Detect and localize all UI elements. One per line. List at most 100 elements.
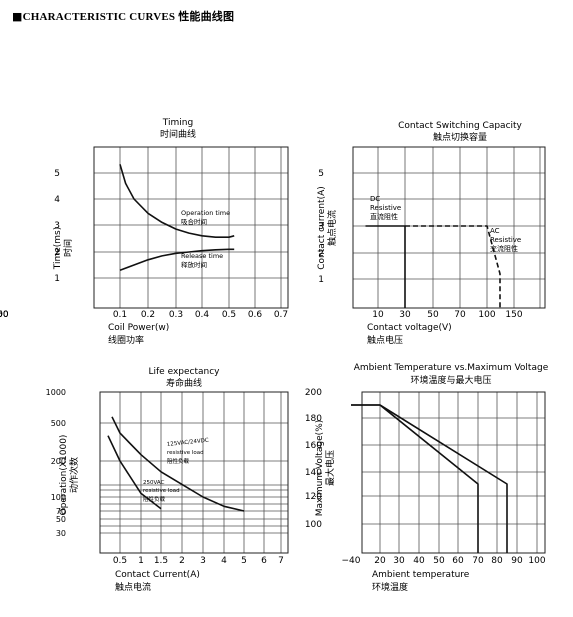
- switching-x-tick-label: 200: [0, 310, 9, 320]
- life-x-tick-label: 1: [138, 556, 144, 566]
- ambient-series-line: [351, 404, 508, 553]
- ambient-y-tick-label: 100: [305, 520, 322, 530]
- timing-series-label-cn: 吸合时间: [181, 217, 207, 226]
- life-y-tick-label: 1000: [46, 388, 66, 397]
- switching-subtitle: 触点切换容量: [433, 131, 487, 143]
- timing-series-label: Operation time: [181, 209, 230, 217]
- switching-series-label: AC: [490, 227, 500, 235]
- life-x-tick-label: 2: [179, 556, 185, 566]
- switching-y-tick-label: 2: [318, 249, 324, 259]
- timing-x-tick-label: 0.6: [248, 310, 263, 320]
- life-series-label: 250VAC: [143, 480, 165, 486]
- switching-y-tick-label: 3: [318, 222, 324, 232]
- ambient-x-axis-label: Ambient temperature: [372, 570, 470, 580]
- timing-y-axis-label: Time(ms): [53, 227, 63, 271]
- life-y-tick-label: 100: [51, 493, 66, 502]
- timing-plot-frame: [93, 146, 289, 309]
- timing-x-tick-label: 0.4: [195, 310, 210, 320]
- life-series-line: [107, 435, 162, 510]
- timing-y-axis-label-cn: 时间: [62, 239, 74, 257]
- timing-x-tick-label: 0.5: [222, 310, 236, 320]
- switching-y-axis-label: Contact current(A): [317, 186, 327, 270]
- switching-series-label: DC: [370, 195, 380, 203]
- ambient-x-tick-label: 20: [374, 556, 386, 566]
- ambient-x-tick-label: 40: [413, 556, 425, 566]
- life-y-tick-label: 50: [56, 515, 66, 524]
- ambient-y-tick-label: 160: [305, 441, 322, 451]
- switching-x-tick-label: 10: [372, 310, 384, 320]
- ambient-y-tick-label: 200: [305, 388, 322, 398]
- life-y-axis-label-cn: 动作次数: [68, 457, 80, 493]
- switching-series-label-2: Resistive: [370, 204, 401, 212]
- life-x-tick-label: 7: [278, 556, 284, 566]
- ambient-x-tick-label: 100: [528, 556, 545, 566]
- life-title: Life expectancy: [148, 367, 220, 377]
- timing-y-tick-label: 1: [54, 274, 60, 284]
- life-series-line: [111, 416, 245, 512]
- timing-series-line: [119, 164, 235, 238]
- life-series-label: 125VAC/24VDC: [167, 438, 210, 448]
- timing-series-label: Release time: [181, 252, 223, 260]
- life-x-tick-label: 4: [221, 556, 227, 566]
- life-x-tick-label: 3: [200, 556, 206, 566]
- switching-series-line: [405, 225, 501, 308]
- timing-series-label-cn: 释放时间: [181, 260, 207, 269]
- life-x-axis-label: Contact Current(A): [115, 570, 200, 580]
- switching-y-axis-label-cn: 触点电流: [326, 210, 338, 246]
- switching-x-tick-label: 30: [399, 310, 411, 320]
- switching-x-axis-label-cn: 触点电压: [367, 334, 403, 346]
- timing-y-tick-label: 4: [54, 195, 60, 205]
- life-series-label-cn: 阻性负载: [167, 457, 190, 465]
- life-plot-frame: [99, 391, 289, 554]
- chart-ambient: Ambient Temperature vs.Maximum Voltage环境…: [305, 363, 549, 593]
- ambient-y-axis-label: Maximum Voltage(%): [315, 420, 325, 517]
- timing-x-axis-label-cn: 线圈功率: [108, 334, 144, 346]
- ambient-x-axis-label-cn: 环境温度: [372, 581, 408, 593]
- ambient-x-tick-label: 90: [511, 556, 523, 566]
- life-y-tick-label: 30: [56, 529, 66, 538]
- life-x-tick-label: 0.5: [113, 556, 127, 566]
- switching-series-label-2: Resistive: [490, 236, 521, 244]
- ambient-x-tick-label: 50: [433, 556, 445, 566]
- switching-series-label-cn: 直流阻性: [370, 212, 398, 221]
- ambient-subtitle: 环境温度与最大电压: [410, 374, 491, 386]
- life-y-tick-label: 500: [51, 419, 66, 428]
- life-series-label-2: resistive load: [167, 450, 204, 456]
- timing-series-line: [119, 248, 235, 271]
- switching-x-tick-label: 250: [0, 310, 9, 320]
- timing-x-tick-label: 0.7: [274, 310, 288, 320]
- switching-x-tick-label: 100: [478, 310, 495, 320]
- ambient-x-tick-label: 30: [393, 556, 405, 566]
- timing-y-tick-label: 2: [54, 248, 60, 258]
- life-y-tick-label: 70: [56, 507, 66, 516]
- switching-x-axis-label: Contact voltage(V): [367, 323, 452, 333]
- switching-y-tick-label: 1: [318, 275, 324, 285]
- life-subtitle: 寿命曲线: [166, 377, 202, 389]
- switching-x-tick-label: 150: [505, 310, 522, 320]
- life-x-tick-label: 6: [261, 556, 267, 566]
- switching-x-tick-label: 70: [454, 310, 466, 320]
- life-y-axis-label: Operation(X1000): [59, 435, 69, 516]
- switching-x-tick-label: 300: [0, 310, 9, 320]
- ambient-y-tick-label: 140: [305, 468, 322, 478]
- ambient-plot-frame: [361, 391, 546, 554]
- ambient-x-tick-label: 60: [452, 556, 464, 566]
- life-y-tick-label: 200: [51, 457, 66, 466]
- timing-x-tick-label: 0.1: [113, 310, 127, 320]
- timing-x-tick-label: 0.3: [169, 310, 183, 320]
- ambient-y-axis-label-cn: 最大电压: [324, 450, 336, 486]
- life-series-label-cn: 阻性负载: [143, 495, 166, 503]
- timing-title: Timing: [162, 118, 193, 128]
- ambient-title: Ambient Temperature vs.Maximum Voltage: [354, 363, 549, 373]
- timing-x-axis-label: Coil Power(w): [108, 323, 169, 333]
- switching-plot-frame: [352, 146, 546, 309]
- ambient-x-tick-label: 70: [472, 556, 484, 566]
- heading-text: CHARACTERISTIC CURVES 性能曲线图: [22, 11, 235, 23]
- section-heading: ■CHARACTERISTIC CURVES 性能曲线图: [12, 8, 234, 24]
- timing-x-tick-label: 0.2: [141, 310, 155, 320]
- switching-series-label-cn: 交流阻性: [490, 244, 518, 253]
